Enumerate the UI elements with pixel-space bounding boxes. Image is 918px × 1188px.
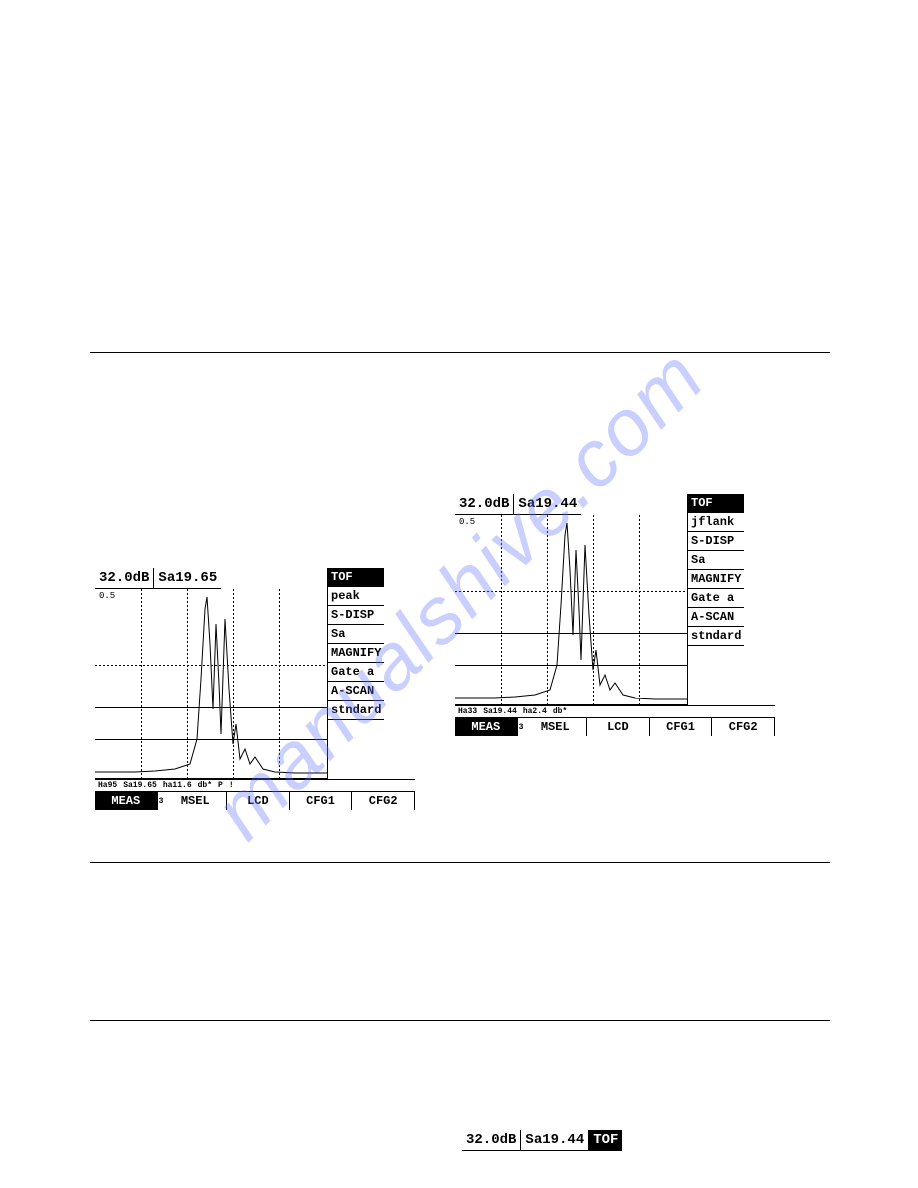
ascan-trace (95, 589, 327, 779)
sa-readout: Sa19.44 (520, 1130, 588, 1151)
tab-button[interactable]: LCD (227, 792, 290, 810)
menu-item[interactable]: TOF (328, 568, 384, 587)
menu-item[interactable]: stndard (688, 627, 744, 646)
tab-button[interactable]: LCD (587, 718, 650, 736)
device-screen-left: 32.0dB Sa19.65 0.5 TOFpeakS-DISPSaMAGNIF… (95, 568, 415, 810)
status-row: Ha95Sa19.65ha11.6db*P! (95, 779, 415, 791)
tab-button[interactable]: MSEL (524, 718, 587, 736)
status-value: P (215, 780, 226, 791)
status-value: Ha95 (95, 780, 120, 791)
status-value: db* (195, 780, 215, 791)
status-value: Sa19.44 (480, 706, 520, 717)
divider-1 (90, 352, 830, 353)
status-value: Sa19.65 (120, 780, 160, 791)
divider-2 (90, 862, 830, 863)
status-value: ! (226, 780, 237, 791)
menu-item[interactable]: Gate a (688, 589, 744, 608)
menu-item[interactable]: peak (328, 587, 384, 606)
status-value: ha2.4 (520, 706, 550, 717)
menu-item[interactable]: Gate a (328, 663, 384, 682)
tab-button[interactable]: MSEL (164, 792, 227, 810)
ascan-plot: 0.5 (95, 589, 327, 779)
menu-item[interactable]: MAGNIFY (328, 644, 384, 663)
menu-item[interactable]: S-DISP (688, 532, 744, 551)
ascan-plot: 0.5 (455, 515, 687, 705)
tab-index: 3 (518, 723, 525, 732)
tab-button[interactable]: MEAS (455, 718, 518, 736)
menu-item[interactable]: S-DISP (328, 606, 384, 625)
menu-item[interactable]: stndard (328, 701, 384, 720)
menu-item[interactable]: jflank (688, 513, 744, 532)
status-value: db* (550, 706, 570, 717)
menu-item[interactable]: Sa (328, 625, 384, 644)
menu-item[interactable]: TOF (688, 494, 744, 513)
ascan-trace (455, 515, 687, 705)
status-value: ha11.6 (160, 780, 195, 791)
side-menu: TOFjflankS-DISPSaMAGNIFYGate aA-SCANstnd… (687, 494, 744, 705)
tab-button[interactable]: CFG2 (352, 792, 415, 810)
device-screen-right: 32.0dB Sa19.44 0.5 TOFjflankS-DISPSaMAGN… (455, 494, 775, 736)
gain-readout: 32.0dB (462, 1130, 520, 1151)
menu-item[interactable]: Sa (688, 551, 744, 570)
tab-button[interactable]: MEAS (95, 792, 158, 810)
tab-index: 3 (158, 797, 165, 806)
menu-item[interactable]: A-SCAN (328, 682, 384, 701)
tab-row: MEAS3MSELLCDCFG1CFG2 (95, 791, 415, 810)
status-value: Ha33 (455, 706, 480, 717)
sa-readout: Sa19.65 (153, 568, 221, 589)
header-snippet: 32.0dB Sa19.44 TOF (462, 1130, 622, 1151)
gain-readout: 32.0dB (455, 494, 513, 515)
side-menu: TOFpeakS-DISPSaMAGNIFYGate aA-SCANstndar… (327, 568, 384, 779)
sa-readout: Sa19.44 (513, 494, 581, 515)
gain-readout: 32.0dB (95, 568, 153, 589)
tab-button[interactable]: CFG2 (712, 718, 775, 736)
tof-label: TOF (588, 1130, 622, 1151)
tab-row: MEAS3MSELLCDCFG1CFG2 (455, 717, 775, 736)
tab-button[interactable]: CFG1 (290, 792, 353, 810)
menu-item[interactable]: MAGNIFY (688, 570, 744, 589)
status-row: Ha33Sa19.44ha2.4db* (455, 705, 775, 717)
tab-button[interactable]: CFG1 (650, 718, 713, 736)
menu-item[interactable]: A-SCAN (688, 608, 744, 627)
divider-3 (90, 1020, 830, 1021)
